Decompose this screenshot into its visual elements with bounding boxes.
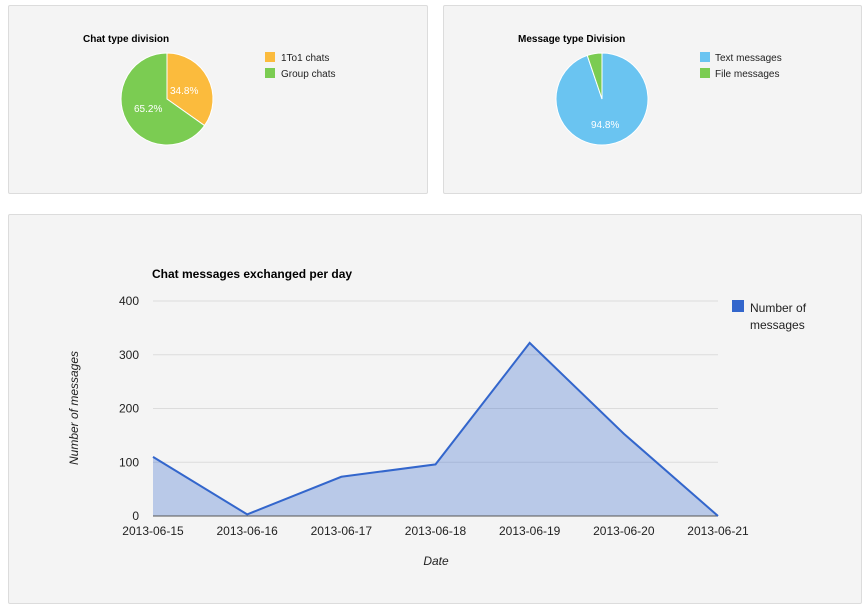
pie-slice-file-messages[interactable] [586, 52, 603, 100]
legend-swatch-group [265, 68, 275, 78]
x-tick-label: 2013-06-15 [122, 524, 184, 538]
x-tick-label: 2013-06-17 [311, 524, 373, 538]
y-tick-label: 0 [132, 509, 139, 523]
x-tick-label: 2013-06-16 [216, 524, 278, 538]
slice-label-1to1: 34.8% [170, 86, 198, 97]
message-type-title: Message type Division [518, 34, 625, 45]
legend-label-group: Group chats [281, 69, 335, 80]
y-axis-title: Number of messages [67, 351, 81, 465]
y-tick-label: 400 [119, 294, 139, 308]
chat-type-panel [8, 5, 428, 194]
chat-type-pie-chart: Chat type division 1To1 chats Group chat… [83, 34, 335, 146]
y-tick-label: 100 [119, 455, 139, 469]
data-point-2013-06-18[interactable] [434, 462, 438, 466]
data-point-2013-06-21[interactable] [716, 514, 720, 518]
y-tick-label: 300 [119, 348, 139, 362]
legend-swatch-messages [732, 300, 744, 312]
data-point-2013-06-20[interactable] [622, 432, 626, 436]
x-axis-title: Date [423, 554, 449, 568]
slice-label-text: 94.8% [591, 120, 619, 131]
legend-swatch-text [700, 52, 710, 62]
data-point-2013-06-16[interactable] [245, 512, 249, 516]
message-type-pie-chart: Message type Division Text messages File… [518, 34, 782, 146]
x-tick-label: 2013-06-18 [405, 524, 467, 538]
legend-swatch-1to1 [265, 52, 275, 62]
messages-area-chart: Chat messages exchanged per day 0 100 200 3… [67, 267, 807, 568]
data-point-2013-06-19[interactable] [528, 341, 532, 345]
legend-swatch-file [700, 68, 710, 78]
pie-slice-1to1-chats[interactable] [166, 52, 214, 127]
area-fill [153, 342, 718, 516]
x-tick-label: 2013-06-19 [499, 524, 561, 538]
area-chart-title: Chat messages exchanged per day [152, 267, 352, 281]
message-type-panel [443, 5, 862, 194]
legend-label-file: File messages [715, 69, 779, 80]
legend-label-1to1: 1To1 chats [281, 53, 329, 64]
x-tick-label: 2013-06-20 [593, 524, 655, 538]
data-point-2013-06-17[interactable] [339, 475, 343, 479]
chat-type-title: Chat type division [83, 34, 169, 45]
legend-label-text: Text messages [715, 53, 782, 64]
data-point-2013-06-15[interactable] [151, 455, 155, 459]
slice-label-group: 65.2% [134, 104, 162, 115]
x-tick-label: 2013-06-21 [687, 524, 749, 538]
legend-label-messages: Number of messages [750, 301, 807, 332]
area-line [152, 341, 719, 517]
y-tick-label: 200 [119, 402, 139, 416]
pie-slice-group-chats[interactable] [120, 52, 206, 146]
